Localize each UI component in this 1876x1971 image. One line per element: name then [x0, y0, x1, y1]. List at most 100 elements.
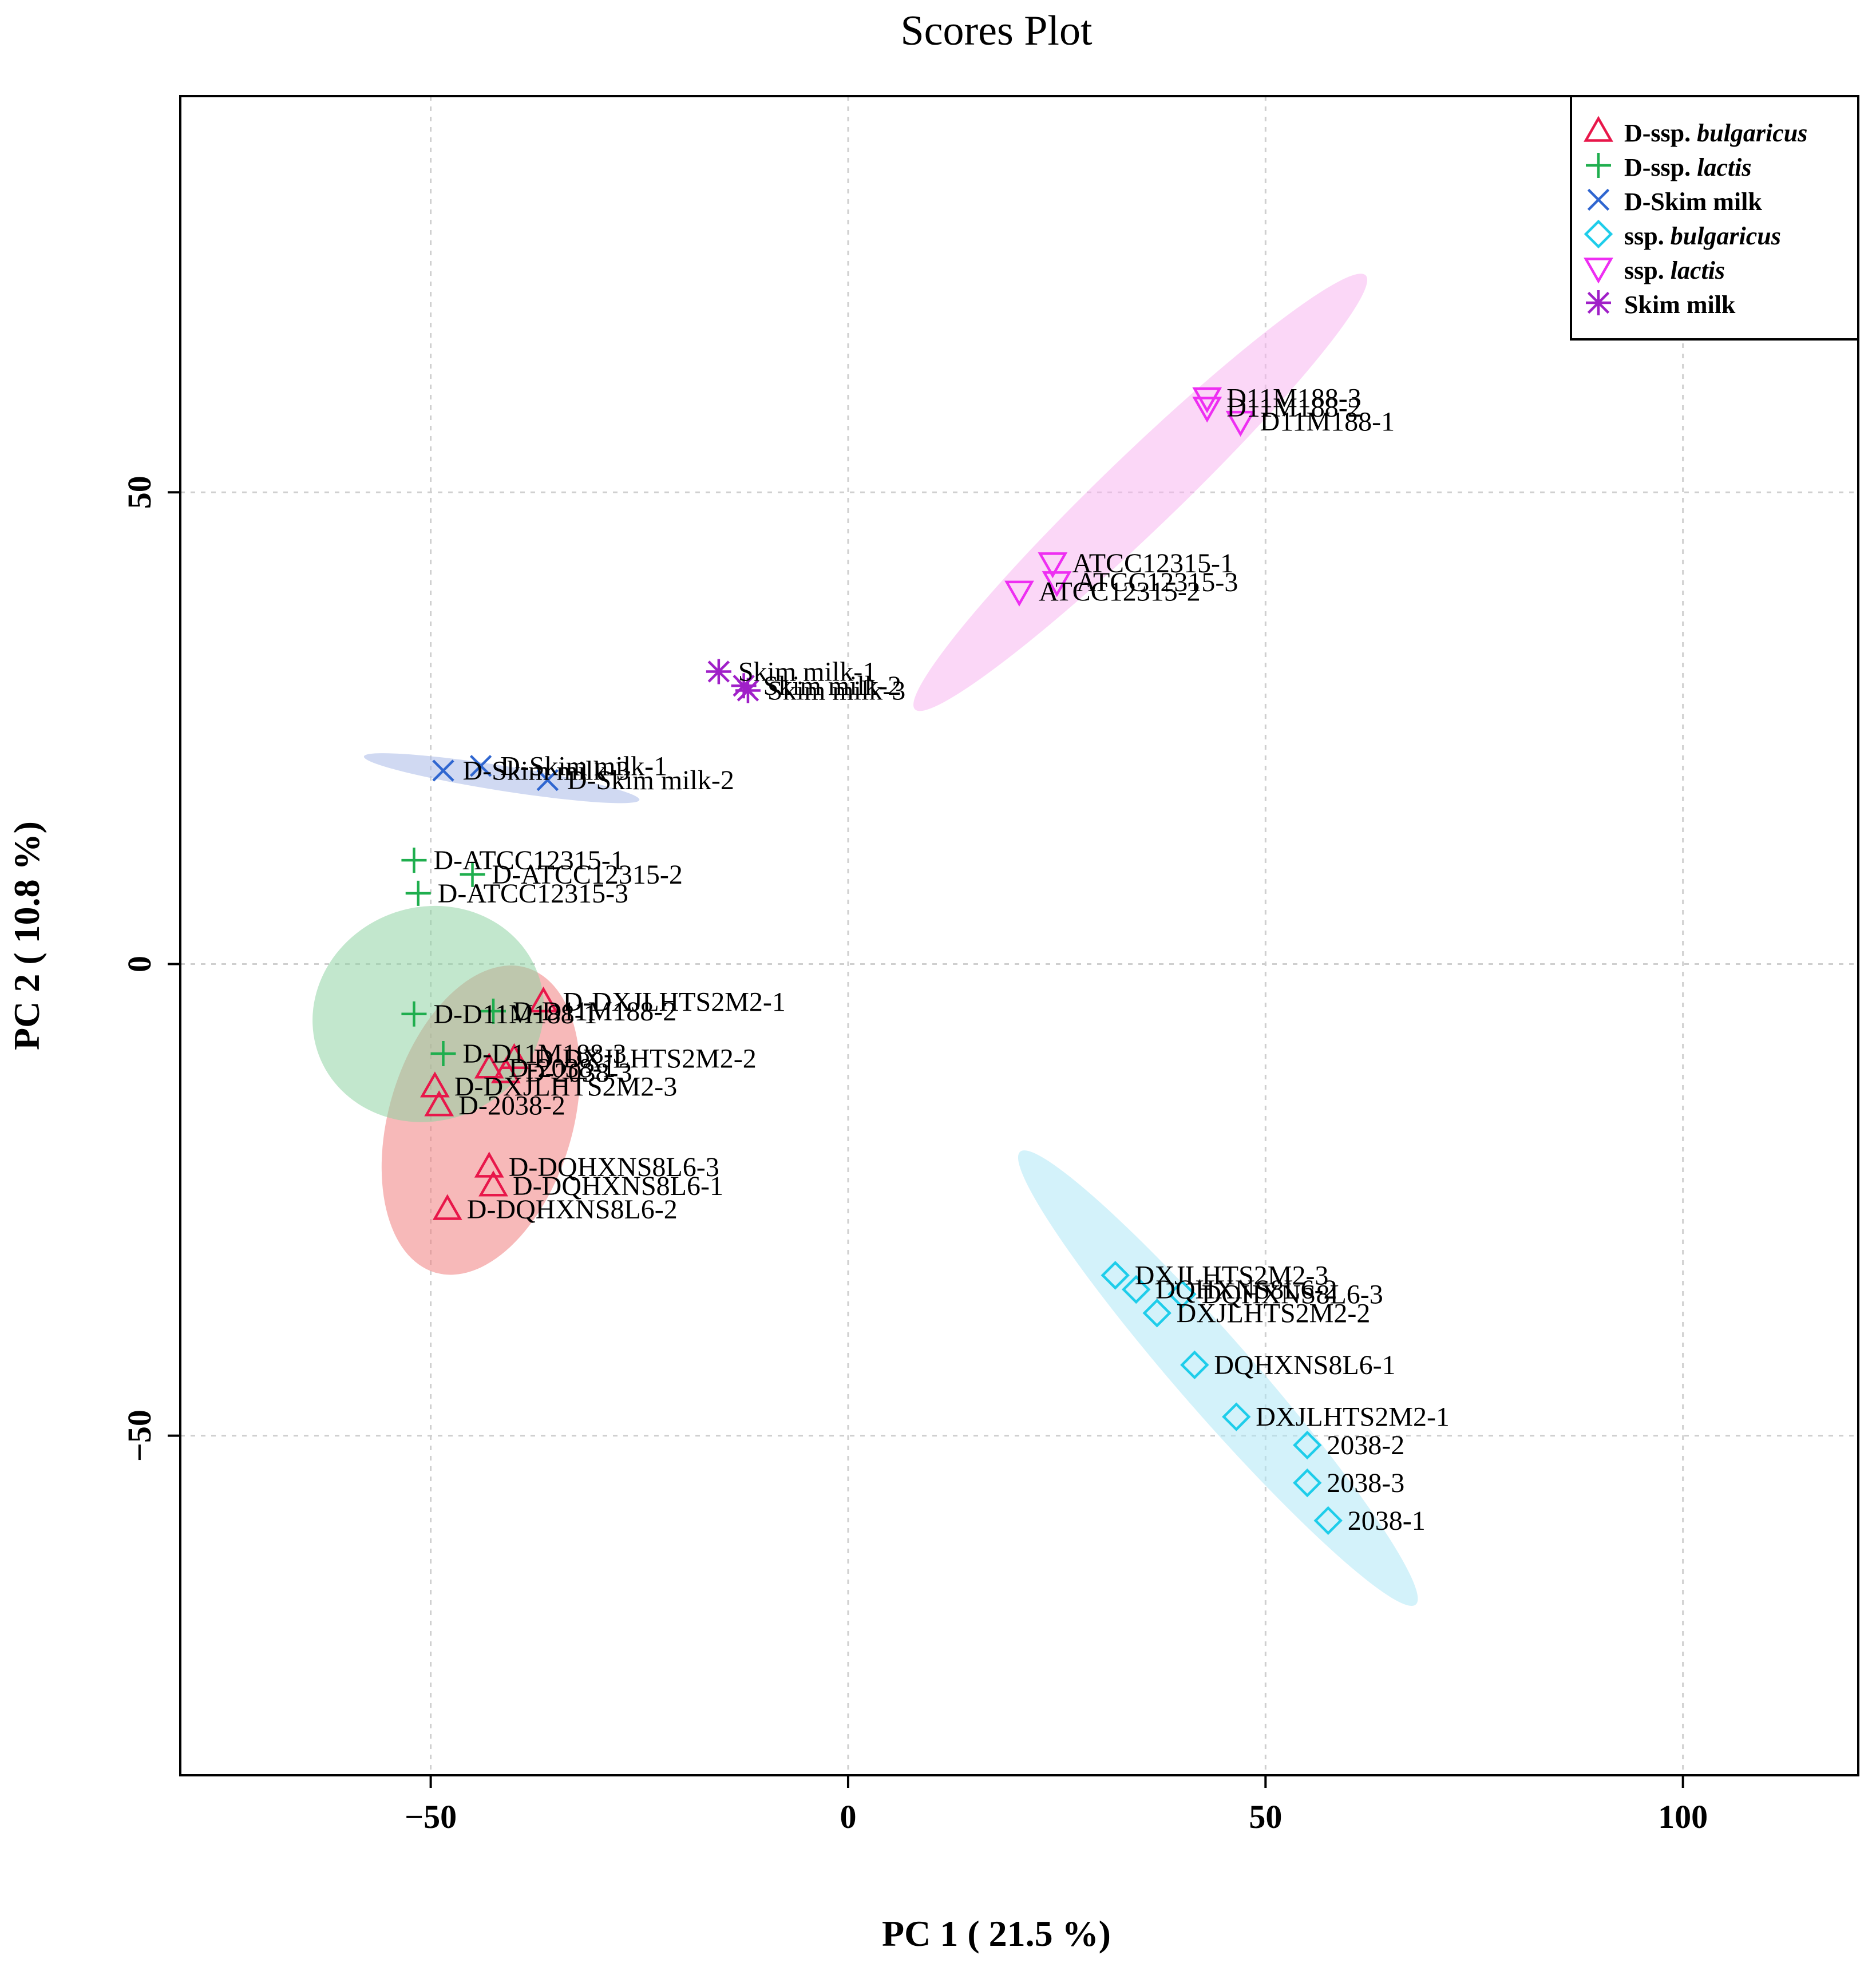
point-label-d-2038-3: D-2038-3 — [525, 1058, 632, 1088]
point-label-2038-2: 2038-2 — [1327, 1430, 1404, 1461]
d-lactis-point-d-atcc12315-2 — [460, 861, 485, 887]
lactis-ellipse — [913, 274, 1367, 711]
point-label-dqhxns8l6-3: DQHXNS8L6-3 — [1201, 1279, 1383, 1309]
legend-marker-d-lactis — [1586, 153, 1611, 178]
point-label-d-2038-2: D-2038-2 — [458, 1091, 565, 1121]
x-axis-title: PC 1 ( 21.5 %) — [882, 1913, 1111, 1954]
legend: D-ssp. bulgaricus D-ssp. lactis D-Skim mil… — [1570, 95, 1859, 341]
y-axis-title: PC 2 ( 10.8 %) — [6, 821, 47, 1050]
x-tick-label: −50 — [405, 1798, 457, 1835]
bulgaricus-point-2038-2 — [1293, 1430, 1322, 1460]
point-label-2038-1: 2038-1 — [1348, 1506, 1426, 1536]
x-tick-label: 0 — [840, 1798, 856, 1835]
point-label-d-2038-1: D-2038-1 — [509, 1053, 616, 1083]
d-bulgaricus-point-d-2038-1 — [474, 1052, 504, 1079]
legend-label-skim: Skim milk — [1624, 291, 1736, 319]
skim-point-skim-milk-3 — [735, 678, 761, 703]
legend-label-d-bulgaricus: D-ssp. bulgaricus — [1624, 119, 1807, 147]
point-label-d-dqhxns8l6-2: D-DQHXNS8L6-2 — [467, 1194, 678, 1225]
y-tick-label: 0 — [121, 956, 158, 972]
bulgaricus-point-dxjlhts2m2-1 — [1222, 1402, 1251, 1431]
point-label-d-atcc12315-2: D-ATCC12315-2 — [492, 860, 683, 890]
d-bulgaricus-point-d-dqhxns8l6-3 — [474, 1151, 504, 1178]
point-label-d11m188-1: D11M188-1 — [1260, 407, 1395, 437]
bulgaricus-point-dxjlhts2m2-2 — [1142, 1299, 1171, 1328]
point-labels: D-DXJLHTS2M2-1D-DXJLHTS2M2-2D-2038-1D-20… — [433, 383, 1449, 1535]
point-label-d-atcc12315-1: D-ATCC12315-1 — [433, 845, 624, 876]
bulgaricus-point-dqhxns8l6-3 — [1167, 1280, 1197, 1309]
legend-label-d-skim: D-Skim milk — [1624, 188, 1762, 216]
point-label-d11m188-2: D11M188-2 — [1226, 393, 1362, 423]
point-label-dxjlhts2m2-2: DXJLHTS2M2-2 — [1177, 1298, 1371, 1328]
lactis-point-atcc12315-2 — [1004, 580, 1034, 607]
bulgaricus-point-2038-3 — [1293, 1468, 1322, 1498]
d-lactis-point-d-d11m188-3 — [430, 1041, 456, 1067]
bulgaricus-point-2038-1 — [1313, 1506, 1343, 1535]
lactis-point-atcc12315-1 — [1038, 552, 1068, 579]
point-label-d-d11m188-2: D-D11M188-2 — [513, 996, 676, 1027]
point-label-d-skim-milk-1: D-Skim milk-1 — [500, 751, 667, 781]
d-bulgaricus-point-d-2038-3 — [491, 1057, 521, 1083]
point-label-skim-milk-3: Skim milk-3 — [767, 675, 905, 706]
legend-label-lactis: ssp. lactis — [1624, 256, 1725, 284]
bulgaricus-point-dqhxns8l6-2 — [1122, 1275, 1151, 1304]
point-label-d-d11m188-3: D-D11M188-3 — [462, 1039, 626, 1069]
point-label-dqhxns8l6-2: DQHXNS8L6-2 — [1155, 1275, 1337, 1305]
legend-marker-bulgaricus — [1584, 219, 1613, 249]
axis-ticks: −50 0 50 100 −50 0 50 — [121, 476, 1708, 1835]
legend-marker-lactis — [1584, 258, 1613, 284]
chart-title: Scores Plot — [900, 7, 1093, 54]
plot-frame — [179, 95, 1859, 1776]
point-label-d-skim-milk-2: D-Skim milk-2 — [567, 765, 734, 795]
point-label-d-d11m188-1: D-D11M188-1 — [433, 999, 597, 1030]
legend-box — [1570, 95, 1859, 341]
legend-marker-d-skim — [1587, 188, 1610, 211]
lactis-point-d11m188-1 — [1225, 410, 1256, 437]
d-skim-ellipse — [363, 753, 640, 804]
d-bulgaricus-point-d-dqhxns8l6-1 — [478, 1170, 508, 1197]
data-points — [401, 387, 1343, 1535]
point-label-d-dqhxns8l6-1: D-DQHXNS8L6-1 — [513, 1171, 723, 1201]
skim-point-skim-milk-1 — [706, 659, 731, 684]
point-label-d-dxjlhts2m2-1: D-DXJLHTS2M2-1 — [563, 987, 786, 1017]
d-lactis-point-d-d11m188-2 — [481, 998, 506, 1024]
legend-marker-d-bulgaricus — [1584, 116, 1613, 142]
d-lactis-point-d-atcc12315-3 — [405, 880, 431, 906]
point-label-atcc12315-2: ATCC12315-2 — [1039, 576, 1201, 607]
d-bulgaricus-point-d-2038-2 — [424, 1090, 454, 1117]
point-label-d-atcc12315-3: D-ATCC12315-3 — [438, 878, 628, 909]
d-lactis-ellipse — [312, 905, 544, 1122]
legend-marker-skim — [1586, 290, 1611, 315]
y-tick-label: 50 — [121, 476, 158, 509]
point-label-skim-milk-1: Skim milk-1 — [738, 656, 876, 687]
point-label-d-dxjlhts2m2-3: D-DXJLHTS2M2-3 — [454, 1072, 677, 1102]
legend-label-d-lactis: D-ssp. lactis — [1624, 153, 1751, 181]
x-tick-label: 50 — [1249, 1798, 1282, 1835]
d-bulgaricus-point-d-dqhxns8l6-2 — [432, 1194, 462, 1220]
bulgaricus-point-dxjlhts2m2-3 — [1101, 1261, 1130, 1290]
point-label-dqhxns8l6-1: DQHXNS8L6-1 — [1214, 1350, 1395, 1380]
point-label-d-dxjlhts2m2-2: D-DXJLHTS2M2-2 — [533, 1043, 756, 1074]
point-label-atcc12315-3: ATCC12315-3 — [1076, 567, 1238, 597]
d-skim-point-d-skim-milk-3 — [432, 759, 454, 782]
x-tick-label: 100 — [1658, 1798, 1708, 1835]
point-label-skim-milk-2: Skim milk-2 — [763, 671, 901, 701]
lactis-point-atcc12315-3 — [1042, 571, 1072, 597]
d-bulgaricus-point-d-dxjlhts2m2-2 — [499, 1043, 529, 1070]
d-bulgaricus-point-d-dxjlhts2m2-1 — [528, 986, 559, 1013]
point-label-dxjlhts2m2-3: DXJLHTS2M2-3 — [1135, 1260, 1329, 1291]
d-lactis-point-d-atcc12315-1 — [401, 848, 427, 873]
point-label-d-skim-milk-3: D-Skim milk-3 — [462, 756, 630, 786]
bulgaricus-point-dqhxns8l6-1 — [1180, 1350, 1209, 1380]
y-tick-label: −50 — [121, 1410, 158, 1462]
d-lactis-point-d-d11m188-1 — [401, 1001, 427, 1027]
point-label-dxjlhts2m2-1: DXJLHTS2M2-1 — [1256, 1402, 1450, 1432]
point-label-d11m188-3: D11M188-3 — [1226, 383, 1362, 413]
d-skim-point-d-skim-milk-1 — [469, 755, 492, 777]
legend-label-bulgaricus: ssp. bulgaricus — [1624, 222, 1781, 250]
d-bulgaricus-point-d-dxjlhts2m2-3 — [420, 1071, 450, 1098]
d-skim-point-d-skim-milk-2 — [536, 769, 559, 791]
point-label-d-dqhxns8l6-3: D-DQHXNS8L6-3 — [509, 1152, 719, 1182]
